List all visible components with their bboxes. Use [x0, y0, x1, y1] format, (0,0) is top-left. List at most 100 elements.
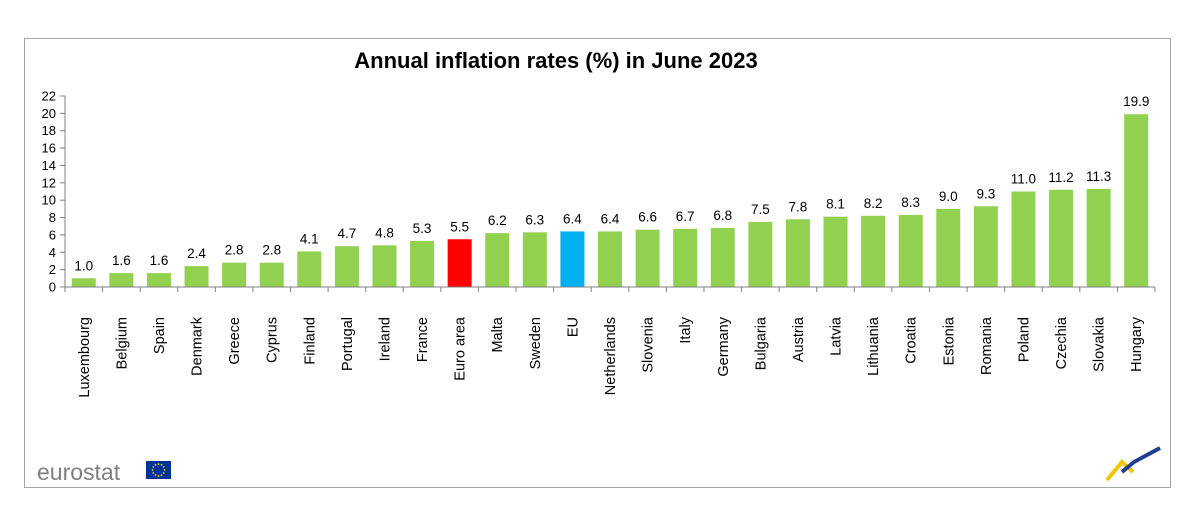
x-category-label: Netherlands — [603, 317, 619, 395]
x-category-label: Portugal — [340, 317, 356, 371]
x-category-label: EU — [565, 317, 581, 337]
bar-germany — [710, 227, 735, 287]
y-tick-label: 18 — [42, 123, 56, 138]
y-tick-label: 2 — [49, 262, 56, 277]
bar-denmark — [184, 266, 209, 287]
bar-france — [410, 240, 435, 287]
x-category-label: Euro area — [453, 316, 469, 381]
y-tick-label: 8 — [49, 210, 56, 225]
data-label: 11.2 — [1048, 170, 1073, 185]
bar-eu — [560, 231, 585, 287]
x-category-label: Slovenia — [641, 316, 657, 373]
data-label: 7.5 — [751, 202, 770, 217]
x-category-label: Hungary — [1129, 316, 1145, 372]
y-tick-label: 16 — [42, 141, 56, 156]
data-label: 1.0 — [74, 258, 93, 273]
data-label: 2.8 — [225, 243, 244, 258]
x-axis: Luxembourg Belgium Spain Denmark Greece Cypru… — [64, 286, 1156, 398]
bar-estonia — [936, 208, 961, 287]
x-category-label: Denmark — [190, 316, 206, 376]
x-category-label: Slovakia — [1092, 316, 1108, 372]
bar-luxembourg — [71, 278, 96, 287]
x-category-label: Cyprus — [265, 317, 281, 363]
chart-title: Annual inflation rates (%) in June 2023 — [354, 48, 757, 73]
bar-hungary — [1124, 114, 1149, 288]
data-label: 9.0 — [939, 189, 958, 204]
bar-austria — [785, 219, 810, 287]
data-label: 2.4 — [187, 246, 206, 261]
eu-flag-icon — [146, 461, 171, 479]
x-category-label: Poland — [1016, 317, 1032, 362]
x-category-label: Croatia — [904, 316, 920, 364]
x-category-label: Malta — [490, 316, 506, 352]
y-tick-label: 22 — [42, 89, 56, 104]
bar-malta — [485, 233, 510, 287]
bar-cyprus — [259, 262, 284, 287]
bar-portugal — [334, 246, 359, 287]
x-category-label: Austria — [791, 316, 807, 362]
bar-finland — [297, 251, 322, 287]
x-category-label: Spain — [152, 317, 168, 354]
data-label: 6.4 — [601, 211, 620, 226]
bar-euro-area — [447, 239, 472, 287]
y-tick-label: 20 — [42, 106, 56, 121]
y-tick-label: 12 — [42, 175, 56, 190]
data-label: 11.3 — [1086, 169, 1111, 184]
data-label: 1.6 — [112, 253, 131, 268]
bar-slovenia — [635, 229, 660, 287]
x-category-label: Greece — [227, 317, 243, 365]
x-category-label: Romania — [979, 316, 995, 375]
x-category-label: France — [415, 317, 431, 362]
bar-greece — [222, 262, 247, 287]
x-category-label: Sweden — [528, 317, 544, 369]
x-category-label: Germany — [716, 316, 732, 376]
data-label: 8.2 — [864, 196, 883, 211]
y-axis: 0 2 4 6 8 10 12 14 16 18 20 22 — [42, 89, 66, 295]
y-tick-label: 4 — [49, 245, 56, 260]
bars: 1.0 1.6 1.6 2.4 2.8 2.8 4.1 4.7 4.8 5.3 5.5 6.2 6.3 6… — [71, 94, 1149, 288]
x-category-label: Finland — [302, 317, 318, 365]
y-tick-label: 14 — [42, 158, 56, 173]
data-label: 8.3 — [901, 195, 920, 210]
data-label: 6.8 — [713, 208, 732, 223]
eurostat-logo: eurostat — [37, 459, 171, 485]
data-label: 6.3 — [525, 212, 544, 227]
x-category-label: Luxembourg — [77, 317, 93, 398]
bar-bulgaria — [748, 221, 773, 287]
x-category-label: Estonia — [941, 316, 957, 365]
y-tick-label: 0 — [49, 280, 56, 295]
data-label: 4.7 — [338, 226, 357, 241]
data-label: 1.6 — [150, 253, 169, 268]
data-label: 19.9 — [1123, 94, 1149, 109]
bar-latvia — [823, 216, 848, 287]
x-category-label: Lithuania — [866, 316, 882, 376]
data-label: 6.7 — [676, 209, 695, 224]
x-category-label: Czechia — [1054, 316, 1070, 369]
bar-ireland — [372, 245, 397, 287]
x-category-label: Bulgaria — [753, 316, 769, 370]
data-label: 9.3 — [976, 186, 995, 201]
x-category-label: Belgium — [114, 317, 130, 369]
data-label: 8.1 — [826, 197, 845, 212]
data-label: 6.4 — [563, 211, 582, 226]
x-category-label: Italy — [678, 316, 694, 343]
data-label: 6.6 — [638, 210, 657, 225]
bar-lithuania — [861, 215, 886, 287]
bar-poland — [1011, 191, 1036, 287]
x-category-label: Ireland — [377, 317, 393, 361]
data-label: 5.3 — [413, 221, 432, 236]
data-label: 5.5 — [450, 219, 469, 234]
data-label: 4.8 — [375, 225, 394, 240]
bar-croatia — [898, 214, 923, 287]
data-label: 7.8 — [789, 199, 808, 214]
data-label: 6.2 — [488, 213, 507, 228]
y-tick-label: 6 — [49, 227, 56, 242]
bar-belgium — [109, 273, 134, 287]
y-tick-label: 10 — [42, 193, 56, 208]
data-label: 4.1 — [300, 231, 319, 246]
bar-spain — [146, 273, 171, 287]
bar-netherlands — [598, 231, 622, 287]
data-label: 2.8 — [262, 243, 281, 258]
data-label: 11.0 — [1011, 172, 1036, 187]
